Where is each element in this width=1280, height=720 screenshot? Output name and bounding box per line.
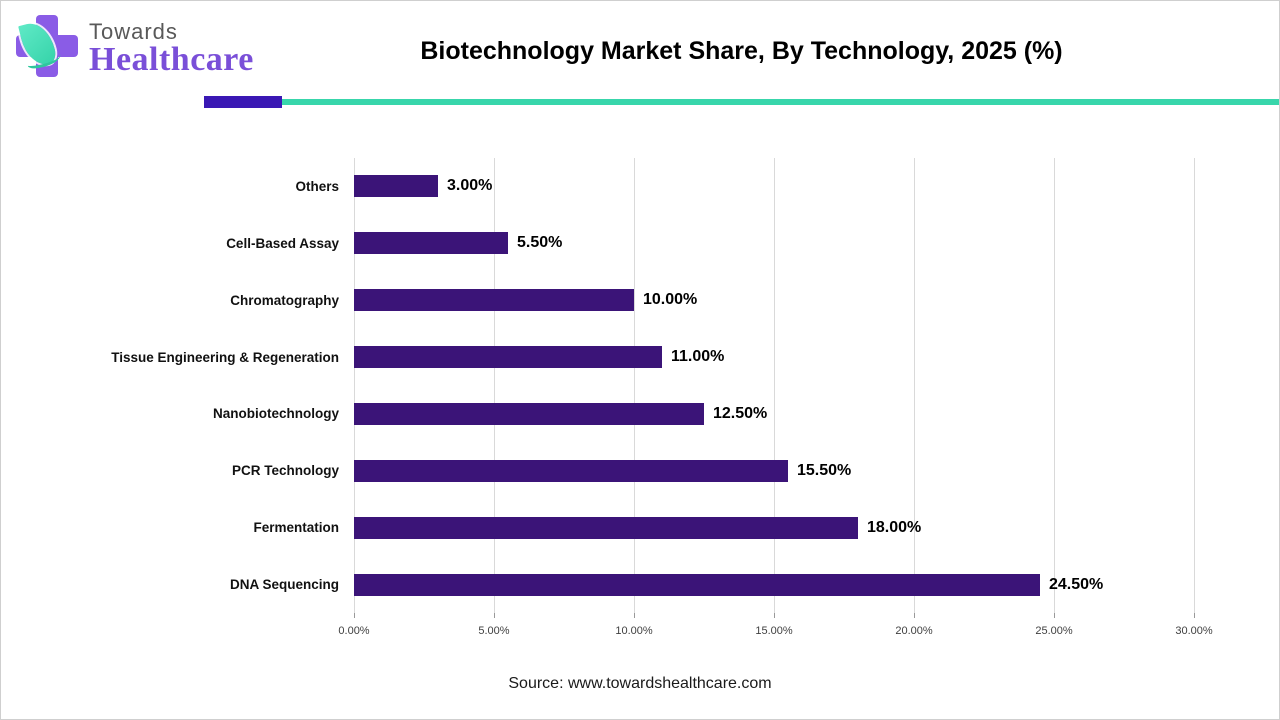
gridline-10.00% [633, 158, 635, 613]
category-label-row: Fermentation [1, 499, 339, 556]
bar-row: 11.00% [354, 329, 1194, 386]
bar-chromatography [354, 289, 634, 312]
category-label: Nanobiotechnology [213, 406, 339, 422]
category-label-row: Tissue Engineering & Regeneration [1, 329, 339, 386]
bar-row: 24.50% [354, 556, 1194, 613]
value-label: 24.50% [1049, 575, 1104, 593]
logo-line-healthcare: Healthcare [89, 41, 254, 78]
value-label: 5.50% [517, 234, 563, 252]
bar-tissue-engineering-regeneration [354, 346, 662, 369]
value-label: 3.00% [447, 177, 493, 195]
bar-pcr-technology [354, 459, 788, 482]
logo-line-towards: Towards [89, 19, 178, 44]
category-label: Tissue Engineering & Regeneration [111, 349, 339, 365]
gridline-0.00% [354, 158, 355, 613]
bar-nanobiotechnology [354, 402, 704, 425]
bar-cell-based-assay [354, 232, 508, 255]
value-label: 11.00% [671, 348, 725, 366]
category-label-row: Cell-Based Assay [1, 215, 339, 272]
x-tick-label: 0.00% [338, 625, 370, 637]
category-label-row: Nanobiotechnology [1, 386, 339, 443]
bar-row: 10.00% [354, 272, 1194, 329]
bar-rows: 3.00% 5.50% 10.00% 11.00% 12.50% 15.50% 18.00%… [354, 158, 1194, 613]
underline-teal-segment [282, 98, 1279, 105]
tick-mark [633, 613, 635, 618]
gridline-5.00% [493, 158, 495, 613]
tick-mark [493, 613, 495, 618]
tick-mark [1054, 613, 1055, 618]
category-label-row: DNA Sequencing [1, 556, 339, 613]
tick-mark [774, 613, 775, 618]
bar-row: 3.00% [354, 158, 1194, 215]
value-label: 15.50% [797, 461, 852, 479]
bar-fermentation [354, 516, 858, 539]
category-label: Chromatography [230, 292, 339, 308]
x-tick-label: 30.00% [1175, 625, 1213, 637]
bar-others [354, 175, 438, 198]
gridline-30.00% [1194, 158, 1195, 613]
x-axis: 0.00% 5.00% 10.00% 15.00% 20.00% 25.00% 30.00% [338, 613, 1213, 649]
bar-row: 12.50% [354, 386, 1194, 443]
category-labels-column: Others Cell-Based Assay Chromatography Tiss… [1, 158, 339, 613]
gridline-15.00% [774, 158, 775, 613]
x-tick-label: 25.00% [1035, 625, 1073, 637]
horizontal-bar-chart: Others Cell-Based Assay Chromatography Tiss… [1, 158, 1279, 658]
x-tick-label: 5.00% [478, 625, 510, 637]
x-tick-label: 10.00% [615, 625, 653, 637]
gridline-25.00% [1054, 158, 1055, 613]
tick-mark [913, 613, 915, 618]
value-label: 10.00% [642, 291, 698, 309]
source-text: Source: www.towardshealthcare.com [508, 675, 772, 692]
value-label: 18.00% [867, 518, 922, 536]
gridline-20.00% [913, 158, 915, 613]
logo-wordmark: Towards Healthcare [89, 13, 254, 79]
bar-dna-sequencing [354, 573, 1040, 596]
plot-area: 3.00% 5.50% 10.00% 11.00% 12.50% 15.50% 18.00%… [354, 158, 1195, 613]
category-label-row: Chromatography [1, 272, 339, 329]
bar-row: 5.50% [354, 215, 1194, 272]
category-label: PCR Technology [231, 463, 339, 479]
category-label: Fermentation [253, 520, 339, 536]
x-tick-label: 20.00% [895, 625, 933, 637]
bar-row: 18.00% [354, 499, 1194, 556]
category-label-row: Others [1, 158, 339, 215]
title-underline [204, 95, 1279, 108]
value-label: 12.50% [713, 404, 768, 422]
tick-mark [1194, 613, 1195, 618]
underline-purple-segment [204, 95, 282, 108]
category-label: Others [295, 178, 339, 194]
chart-title: Biotechnology Market Share, By Technolog… [420, 37, 1063, 65]
towards-healthcare-logo: Towards Healthcare [15, 13, 254, 79]
category-label: Cell-Based Assay [226, 235, 339, 251]
x-tick-label: 15.00% [755, 625, 793, 637]
tick-mark [354, 613, 355, 618]
category-label: DNA Sequencing [229, 577, 339, 593]
medical-cross-leaf-icon [15, 13, 79, 79]
category-label-row: PCR Technology [1, 442, 339, 499]
bar-row: 15.50% [354, 442, 1194, 499]
